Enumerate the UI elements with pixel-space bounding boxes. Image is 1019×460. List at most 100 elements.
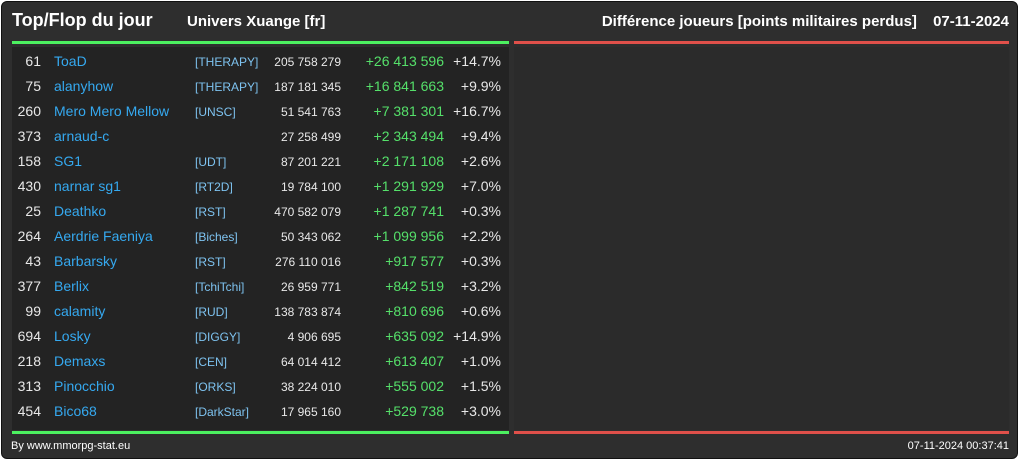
player-name[interactable]: Mero Mero Mellow [54, 103, 170, 119]
percent-difference: +16.7% [453, 103, 501, 119]
table-row: 430 narnar sg1 [RT2D] 19 784 100 +1 291 929 +… [12, 174, 509, 199]
player-name[interactable]: Berlix [54, 278, 90, 294]
table-row: 313 Pinocchio [ORKS] 38 224 010 +555 002 +1.5… [12, 374, 509, 399]
percent-difference: +14.9% [453, 328, 501, 344]
table-row: 25 Deathko [RST] 470 582 079 +1 287 741 +0.3% [12, 199, 509, 224]
percent-difference: +0.3% [460, 203, 501, 219]
player-alliance[interactable]: [THERAPY] [195, 55, 259, 69]
player-points: 17 965 160 [280, 405, 341, 419]
player-alliance[interactable]: [RT2D] [195, 180, 233, 194]
player-rank: 430 [17, 178, 41, 194]
header-date: 07-11-2024 [933, 13, 1009, 30]
player-points: 51 541 763 [280, 105, 341, 119]
player-rank: 373 [17, 128, 41, 144]
player-name[interactable]: Bico68 [54, 403, 97, 419]
points-difference: +842 519 [385, 278, 444, 294]
player-rank: 75 [25, 78, 41, 94]
table-row: 99 calamity [RUD] 138 783 874 +810 696 +0.6% [12, 299, 509, 324]
player-points: 4 906 695 [287, 330, 341, 344]
player-points: 26 959 771 [280, 280, 341, 294]
player-points: 64 014 412 [280, 355, 341, 369]
player-points: 50 343 062 [280, 230, 341, 244]
player-name[interactable]: narnar sg1 [54, 178, 121, 194]
player-name[interactable]: arnaud-c [54, 128, 110, 144]
table-row: 260 Mero Mero Mellow [UNSC] 51 541 763 +7 38… [12, 99, 509, 124]
points-difference: +2 343 494 [373, 128, 444, 144]
percent-difference: +0.6% [460, 303, 501, 319]
player-alliance[interactable]: [DIGGY] [195, 330, 241, 344]
top-divider-top [12, 41, 509, 44]
table-row: 218 Demaxs [CEN] 64 014 412 +613 407 +1.0% [12, 349, 509, 374]
points-difference: +555 002 [385, 378, 444, 394]
percent-difference: +0.3% [460, 253, 501, 269]
player-name[interactable]: SG1 [54, 153, 83, 169]
player-rank: 61 [25, 53, 41, 69]
player-rank: 694 [17, 328, 41, 344]
percent-difference: +2.2% [460, 228, 501, 244]
top-panel: 61 ToaD [THERAPY] 205 758 279 +26 413 596 +14… [12, 47, 509, 430]
player-rank: 264 [17, 228, 41, 244]
universe-label: Univers Xuange [fr] [187, 13, 326, 30]
table-row: 694 Losky [DIGGY] 4 906 695 +635 092 +14.9% [12, 324, 509, 349]
player-points: 87 201 221 [280, 155, 341, 169]
player-alliance[interactable]: [RST] [195, 255, 226, 269]
player-alliance[interactable]: [TchiTchi] [195, 280, 245, 294]
metric-label: Différence joueurs [points militaires pe… [601, 13, 917, 30]
table-row: 75 alanyhow [THERAPY] 187 181 345 +16 841 66… [12, 74, 509, 99]
player-alliance[interactable]: [ORKS] [195, 380, 236, 394]
points-difference: +635 092 [385, 328, 444, 344]
percent-difference: +1.0% [460, 353, 501, 369]
points-difference: +2 171 108 [373, 153, 444, 169]
player-name[interactable]: Barbarsky [54, 253, 118, 269]
table-row: 158 SG1 [UDT] 87 201 221 +2 171 108 +2.6% [12, 149, 509, 174]
percent-difference: +3.0% [460, 403, 501, 419]
player-alliance[interactable]: [RUD] [195, 305, 228, 319]
header: Top/Flop du jour Univers Xuange [fr] Dif… [2, 2, 1017, 42]
percent-difference: +1.5% [460, 378, 501, 394]
header-right: Différence joueurs [points militaires pe… [602, 13, 1009, 30]
player-name[interactable]: calamity [54, 303, 106, 319]
player-rank: 99 [25, 303, 41, 319]
points-difference: +26 413 596 [365, 53, 444, 69]
player-name[interactable]: alanyhow [54, 78, 114, 94]
player-name[interactable]: ToaD [54, 53, 87, 69]
points-difference: +16 841 663 [365, 78, 444, 94]
table-row: 43 Barbarsky [RST] 276 110 016 +917 577 +0.3% [12, 249, 509, 274]
player-alliance[interactable]: [CEN] [195, 355, 228, 369]
player-alliance[interactable]: [RST] [195, 205, 226, 219]
table-row: 61 ToaD [THERAPY] 205 758 279 +26 413 596 +14… [12, 49, 509, 74]
player-points: 276 110 016 [275, 255, 341, 269]
points-difference: +613 407 [385, 353, 444, 369]
page-title: Top/Flop du jour [12, 10, 153, 30]
player-name[interactable]: Pinocchio [54, 378, 115, 394]
points-difference: +529 738 [385, 403, 444, 419]
player-alliance[interactable]: [UDT] [195, 155, 227, 169]
flop-divider-bottom [514, 431, 1009, 434]
flop-panel [514, 47, 1009, 430]
points-difference: +917 577 [385, 253, 444, 269]
player-name[interactable]: Demaxs [54, 353, 106, 369]
player-name[interactable]: Deathko [54, 203, 107, 219]
player-rank: 43 [25, 253, 41, 269]
points-difference: +1 099 956 [373, 228, 444, 244]
player-rank: 260 [17, 103, 41, 119]
footer-credit[interactable]: By www.mmorpg-stat.eu [11, 440, 131, 452]
player-points: 38 224 010 [280, 380, 341, 394]
player-alliance[interactable]: [THERAPY] [195, 80, 259, 94]
points-difference: +1 287 741 [373, 203, 444, 219]
table-row: 454 Bico68 [DarkStar] 17 965 160 +529 738 +3.… [12, 399, 509, 424]
player-name[interactable]: Losky [54, 328, 91, 344]
player-rank: 454 [17, 403, 41, 419]
player-alliance[interactable]: [Biches] [195, 230, 238, 244]
player-points: 27 258 499 [280, 130, 341, 144]
player-rank: 218 [17, 353, 41, 369]
player-name[interactable]: Aerdrie Faeniya [54, 228, 153, 244]
player-alliance[interactable]: [UNSC] [195, 105, 236, 119]
percent-difference: +9.4% [460, 128, 501, 144]
player-points: 205 758 279 [274, 55, 341, 69]
percent-difference: +9.9% [460, 78, 501, 94]
flop-divider-top [514, 41, 1009, 44]
player-alliance[interactable]: [DarkStar] [195, 405, 250, 419]
player-points: 138 783 874 [274, 305, 341, 319]
